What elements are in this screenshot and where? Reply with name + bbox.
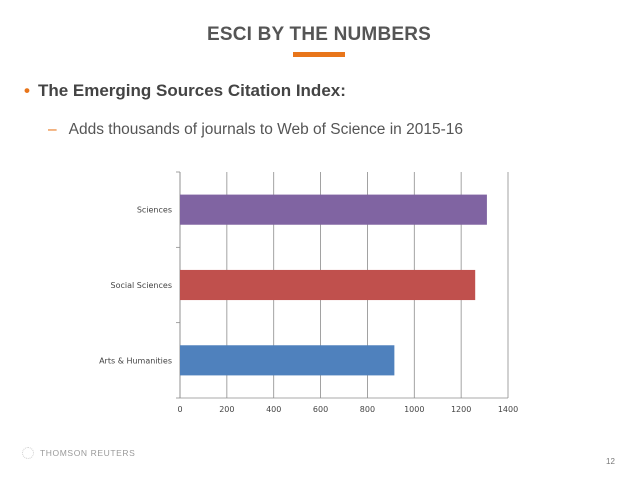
sub-bullet-marker: – <box>48 121 57 138</box>
x-tick-label-600: 600 <box>313 405 328 414</box>
x-tick-label-0: 0 <box>177 405 182 414</box>
footer-logo: THOMSON REUTERS <box>22 446 135 460</box>
category-label-arts-humanities: Arts & Humanities <box>99 356 172 365</box>
logo-text: THOMSON REUTERS <box>40 448 136 458</box>
x-tick-label-1000: 1000 <box>404 405 424 414</box>
x-tick-label-200: 200 <box>219 405 234 414</box>
logo-icon <box>22 447 34 459</box>
x-tick-label-1400: 1400 <box>498 405 518 414</box>
bar-social-sciences <box>180 269 476 301</box>
category-label-social-sciences: Social Sciences <box>111 281 172 290</box>
x-tick-label-1200: 1200 <box>451 405 471 414</box>
bullet-item: • The Emerging Sources Citation Index: <box>24 81 346 101</box>
category-label-sciences: Sciences <box>137 206 172 215</box>
bullet-marker: • <box>24 81 30 100</box>
slide-title: ESCI BY THE NUMBERS <box>206 24 432 45</box>
bar-sciences <box>180 194 487 225</box>
bar-arts-humanities <box>180 345 395 376</box>
sub-bullet-item: – Adds thousands of journals to Web of Sc… <box>48 121 463 139</box>
page-number: 12 <box>606 457 615 466</box>
bullet-text: The Emerging Sources Citation Index: <box>37 81 346 100</box>
sub-bullet-text: Adds thousands of journals to Web of Sci… <box>68 121 463 138</box>
title-accent-bar <box>293 52 345 57</box>
x-tick-label-800: 800 <box>360 405 375 414</box>
x-tick-label-400: 400 <box>266 405 281 414</box>
